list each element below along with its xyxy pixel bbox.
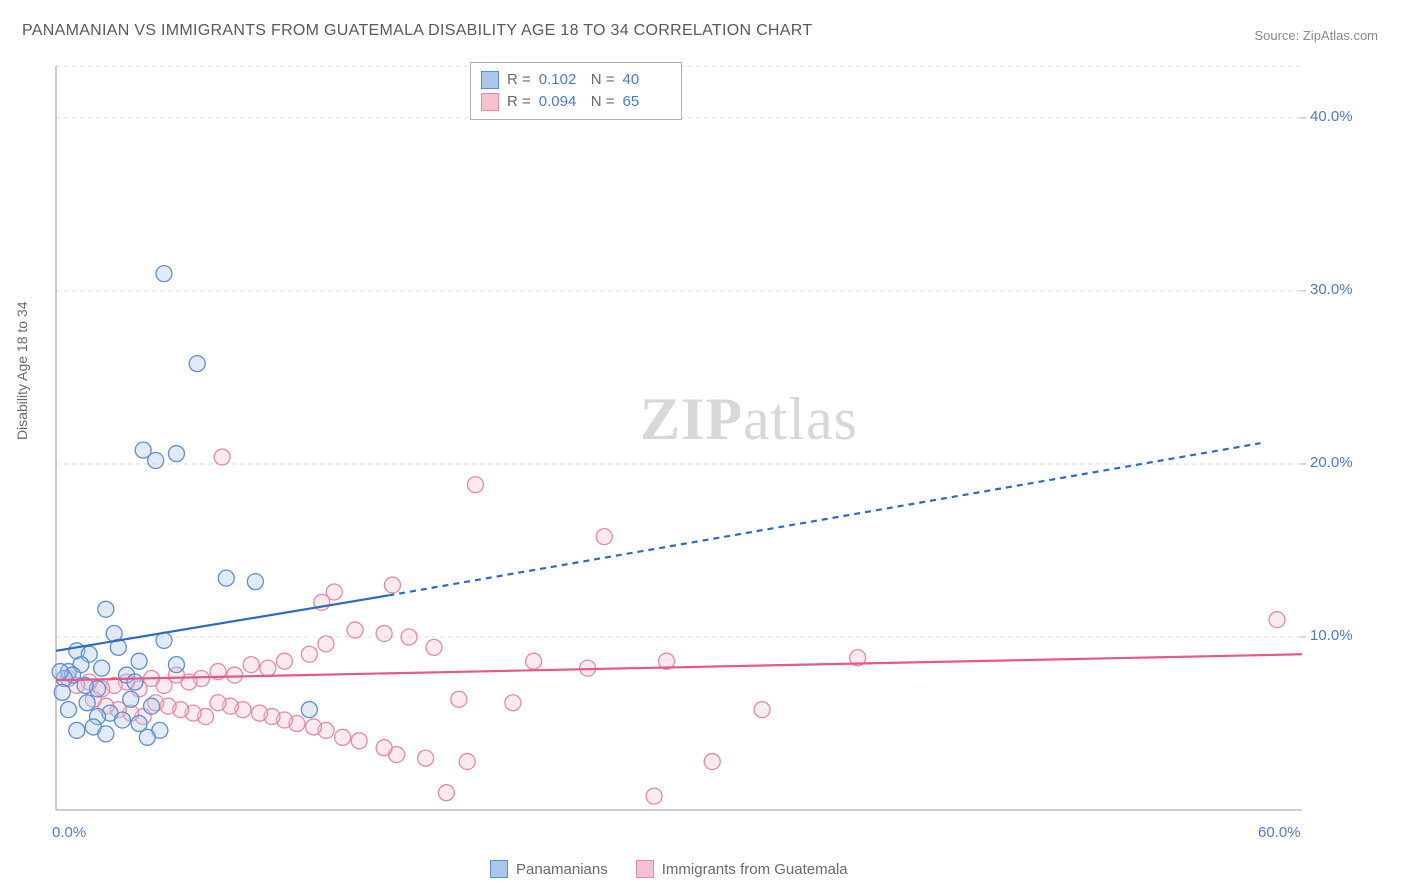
n-label: N = — [591, 69, 615, 91]
legend-swatch — [490, 860, 508, 878]
r-value: 0.102 — [539, 69, 583, 91]
n-value: 65 — [623, 91, 667, 113]
legend-swatch — [636, 860, 654, 878]
y-axis-label: Disability Age 18 to 34 — [14, 301, 30, 440]
correlation-stats-box: R = 0.102 N = 40 R = 0.094 N = 65 — [470, 62, 682, 120]
r-label: R = — [507, 69, 531, 91]
x-tick-label: 0.0% — [52, 824, 86, 841]
n-value: 40 — [623, 69, 667, 91]
y-tick-label: 20.0% — [1310, 454, 1353, 471]
legend-item: Panamanians — [490, 860, 608, 878]
legend-label: Immigrants from Guatemala — [662, 861, 848, 878]
scatter-chart — [50, 56, 1350, 846]
chart-area — [50, 56, 1350, 846]
y-tick-label: 10.0% — [1310, 627, 1353, 644]
legend-swatch — [481, 93, 499, 111]
stat-row: R = 0.094 N = 65 — [481, 91, 667, 113]
n-label: N = — [591, 91, 615, 113]
legend-label: Panamanians — [516, 861, 608, 878]
legend-item: Immigrants from Guatemala — [636, 860, 848, 878]
y-tick-label: 40.0% — [1310, 108, 1353, 125]
legend-swatch — [481, 71, 499, 89]
chart-title: PANAMANIAN VS IMMIGRANTS FROM GUATEMALA … — [22, 22, 812, 40]
r-label: R = — [507, 91, 531, 113]
y-tick-label: 30.0% — [1310, 281, 1353, 298]
series-legend: Panamanians Immigrants from Guatemala — [490, 860, 848, 878]
r-value: 0.094 — [539, 91, 583, 113]
x-tick-label: 60.0% — [1258, 824, 1301, 841]
source-attribution: Source: ZipAtlas.com — [1254, 28, 1378, 43]
stat-row: R = 0.102 N = 40 — [481, 69, 667, 91]
